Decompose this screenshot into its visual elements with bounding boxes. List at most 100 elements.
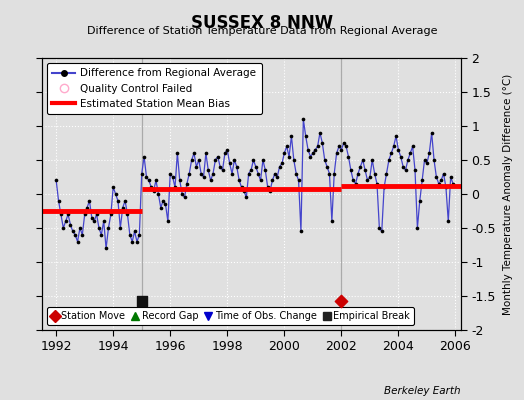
Point: [183, 180, 191, 187]
Point: [387, 150, 396, 156]
Point: [344, 153, 353, 160]
Point: [192, 164, 201, 170]
Point: [325, 170, 334, 177]
Point: [225, 160, 234, 166]
Point: [413, 225, 422, 231]
Point: [235, 177, 243, 184]
Point: [389, 143, 398, 150]
Point: [126, 232, 134, 238]
Point: [270, 170, 279, 177]
Point: [306, 153, 314, 160]
Point: [285, 153, 293, 160]
Point: [154, 191, 162, 197]
Point: [383, 170, 391, 177]
Point: [109, 184, 117, 190]
Point: [64, 211, 72, 218]
Point: [321, 157, 329, 163]
Point: [268, 177, 277, 184]
Point: [259, 157, 267, 163]
Point: [188, 157, 196, 163]
Point: [230, 157, 238, 163]
Point: [444, 218, 453, 224]
Point: [446, 174, 455, 180]
Point: [428, 130, 436, 136]
Point: [252, 164, 260, 170]
Point: [149, 187, 158, 194]
Point: [85, 198, 94, 204]
Point: [358, 157, 367, 163]
Point: [71, 232, 80, 238]
Point: [176, 177, 184, 184]
Point: [228, 170, 236, 177]
Point: [209, 170, 217, 177]
Point: [202, 150, 210, 156]
Point: [102, 245, 110, 252]
Point: [378, 228, 386, 234]
Point: [61, 218, 70, 224]
Point: [152, 177, 160, 184]
Point: [330, 170, 339, 177]
Point: [104, 225, 113, 231]
Point: [397, 153, 405, 160]
Point: [434, 180, 443, 187]
Point: [266, 187, 274, 194]
Point: [337, 146, 345, 153]
Point: [90, 218, 99, 224]
Point: [347, 167, 355, 173]
Point: [264, 184, 272, 190]
Point: [137, 298, 146, 305]
Point: [401, 167, 410, 173]
Point: [214, 153, 222, 160]
Point: [411, 167, 419, 173]
Point: [100, 218, 108, 224]
Point: [197, 170, 205, 177]
Point: [361, 167, 369, 173]
Point: [340, 140, 348, 146]
Point: [254, 170, 263, 177]
Point: [237, 184, 246, 190]
Point: [52, 177, 60, 184]
Point: [408, 143, 417, 150]
Point: [161, 201, 170, 207]
Point: [294, 177, 303, 184]
Point: [206, 177, 215, 184]
Text: Difference of Station Temperature Data from Regional Average: Difference of Station Temperature Data f…: [87, 26, 437, 36]
Point: [147, 184, 156, 190]
Point: [92, 211, 101, 218]
Y-axis label: Monthly Temperature Anomaly Difference (°C): Monthly Temperature Anomaly Difference (…: [503, 73, 513, 315]
Point: [363, 177, 372, 184]
Point: [275, 164, 283, 170]
Point: [211, 157, 220, 163]
Point: [171, 184, 179, 190]
Point: [416, 198, 424, 204]
Point: [128, 238, 136, 245]
Point: [178, 191, 187, 197]
Point: [439, 170, 447, 177]
Point: [342, 143, 351, 150]
Point: [437, 177, 445, 184]
Point: [356, 164, 365, 170]
Point: [280, 150, 289, 156]
Point: [223, 146, 232, 153]
Point: [370, 170, 379, 177]
Point: [135, 232, 144, 238]
Point: [219, 167, 227, 173]
Point: [368, 157, 376, 163]
Point: [282, 143, 291, 150]
Point: [130, 228, 139, 234]
Point: [140, 153, 148, 160]
Point: [185, 170, 193, 177]
Point: [423, 160, 431, 166]
Point: [318, 140, 326, 146]
Point: [442, 184, 450, 190]
Point: [168, 174, 177, 180]
Point: [180, 194, 189, 200]
Point: [313, 143, 322, 150]
Point: [239, 187, 248, 194]
Point: [394, 146, 402, 153]
Text: Berkeley Earth: Berkeley Earth: [385, 386, 461, 396]
Point: [143, 174, 151, 180]
Point: [392, 133, 400, 139]
Legend: Station Move, Record Gap, Time of Obs. Change, Empirical Break: Station Move, Record Gap, Time of Obs. C…: [47, 307, 414, 325]
Point: [199, 174, 208, 180]
